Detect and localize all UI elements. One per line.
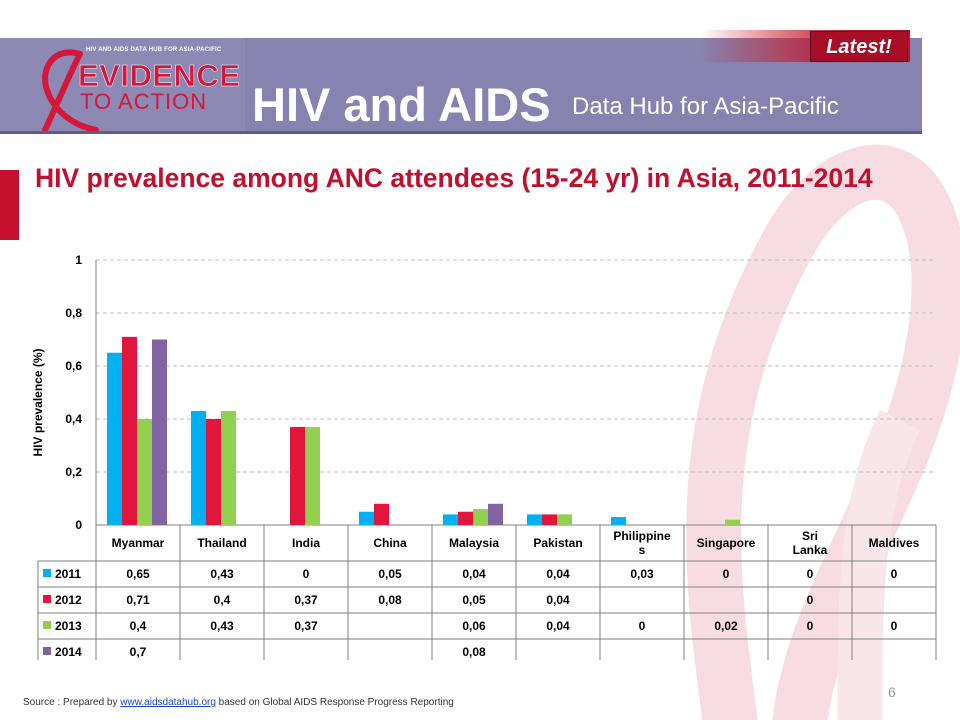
source-note: Source : Prepared by www.aidsdatahub.org… xyxy=(23,697,454,708)
category-label: Lanka xyxy=(793,543,828,557)
legend-swatch xyxy=(43,647,51,655)
data-label: 0 xyxy=(807,593,814,607)
data-label: 0,71 xyxy=(126,593,150,607)
red-ribbon-icon xyxy=(42,49,99,131)
page-number: 6 xyxy=(888,684,896,700)
data-label: 0,37 xyxy=(294,593,318,607)
category-label: Malaysia xyxy=(449,536,499,550)
source-prefix: Source : Prepared by xyxy=(23,697,121,708)
data-label: 0,05 xyxy=(378,567,402,581)
header-title: HIV and AIDS xyxy=(252,78,551,131)
data-label: 0,04 xyxy=(462,567,486,581)
data-label: 0 xyxy=(891,619,898,633)
bar xyxy=(458,511,473,525)
data-label: 0 xyxy=(807,567,814,581)
data-label: 0,04 xyxy=(546,567,570,581)
legend-label: 2012 xyxy=(55,593,82,607)
bar xyxy=(152,339,167,525)
category-label: Thailand xyxy=(197,536,246,550)
data-label: 0 xyxy=(639,619,646,633)
data-label: 0,04 xyxy=(546,619,570,633)
data-label: 0,4 xyxy=(214,593,231,607)
header-divider xyxy=(0,131,922,134)
data-label: 0,4 xyxy=(130,619,147,633)
logo-tagline: HIV AND AIDS DATA HUB FOR ASIA-PACIFIC xyxy=(86,47,222,53)
data-label: 0,08 xyxy=(378,593,402,607)
bar xyxy=(488,503,503,525)
data-label: 0 xyxy=(807,619,814,633)
ribbon-background xyxy=(686,144,960,720)
bar xyxy=(290,426,305,525)
bar xyxy=(221,411,236,525)
data-label: 0,37 xyxy=(294,619,318,633)
slide-title: HIV prevalence among ANC attendees (15-2… xyxy=(35,163,873,193)
data-label: 0 xyxy=(891,567,898,581)
logo-action-text: TO ACTION xyxy=(80,89,208,114)
data-label: 0,08 xyxy=(462,645,486,659)
category-label: Sri xyxy=(802,529,818,543)
bar xyxy=(305,426,320,525)
y-tick-label: 1 xyxy=(75,253,82,267)
bar xyxy=(122,336,137,525)
bar xyxy=(557,514,572,525)
bar xyxy=(611,517,626,525)
bar xyxy=(725,519,740,525)
data-label: 0,03 xyxy=(630,567,654,581)
y-tick-label: 0,6 xyxy=(65,359,82,373)
category-label: Myanmar xyxy=(112,536,165,550)
legend-swatch xyxy=(43,569,51,577)
legend-swatch xyxy=(43,595,51,603)
source-suffix: based on Global AIDS Response Progress R… xyxy=(215,697,454,708)
legend-swatch xyxy=(43,621,51,629)
y-tick-label: 0,8 xyxy=(65,306,82,320)
data-label: 0 xyxy=(723,567,730,581)
bar xyxy=(191,411,206,525)
y-tick-label: 0,2 xyxy=(65,465,82,479)
category-label: India xyxy=(292,536,320,550)
legend-label: 2011 xyxy=(55,567,81,581)
bar xyxy=(374,503,389,525)
bar xyxy=(443,514,458,525)
bar xyxy=(542,514,557,525)
bar xyxy=(206,419,221,525)
category-label: Singapore xyxy=(697,536,756,550)
title-accent-bar xyxy=(0,170,19,240)
legend-label: 2014 xyxy=(55,645,82,659)
data-label: 0,43 xyxy=(210,567,234,581)
data-label: 0,05 xyxy=(462,593,486,607)
data-label: 0,06 xyxy=(462,619,486,633)
category-label: Maldives xyxy=(869,536,920,550)
header-subtitle: Data Hub for Asia-Pacific xyxy=(572,93,839,120)
category-label: Pakistan xyxy=(533,536,582,550)
data-label: 0,7 xyxy=(130,645,147,659)
category-label: Philippine xyxy=(613,529,671,543)
bar xyxy=(359,511,374,525)
y-axis-label: HIV prevalence (%) xyxy=(31,348,45,456)
data-label: 0,02 xyxy=(714,619,738,633)
category-label: China xyxy=(373,536,407,550)
data-label: 0 xyxy=(303,567,310,581)
source-link[interactable]: www.aidsdatahub.org xyxy=(120,697,216,708)
header-banner: HIV AND AIDS DATA HUB FOR ASIA-PACIFIC E… xyxy=(0,30,922,131)
category-label: s xyxy=(639,543,646,557)
bar xyxy=(473,509,488,525)
bar-chart: 0 0,2 0,4 0,6 0,8 1 HIV prevalence (%) Myanmar T… xyxy=(31,253,937,660)
data-label: 0,43 xyxy=(210,619,234,633)
legend-label: 2013 xyxy=(55,619,82,633)
bar xyxy=(107,352,122,525)
logo[interactable]: HIV AND AIDS DATA HUB FOR ASIA-PACIFIC E… xyxy=(0,38,245,131)
logo-evidence-text: EVIDENCE xyxy=(78,58,241,94)
bar xyxy=(527,514,542,525)
y-tick-label: 0 xyxy=(75,518,82,532)
y-tick-label: 0,4 xyxy=(65,412,82,426)
latest-button[interactable]: Latest! xyxy=(810,31,908,62)
data-label: 0,04 xyxy=(546,593,570,607)
data-label: 0,65 xyxy=(126,567,150,581)
bar xyxy=(137,419,152,525)
